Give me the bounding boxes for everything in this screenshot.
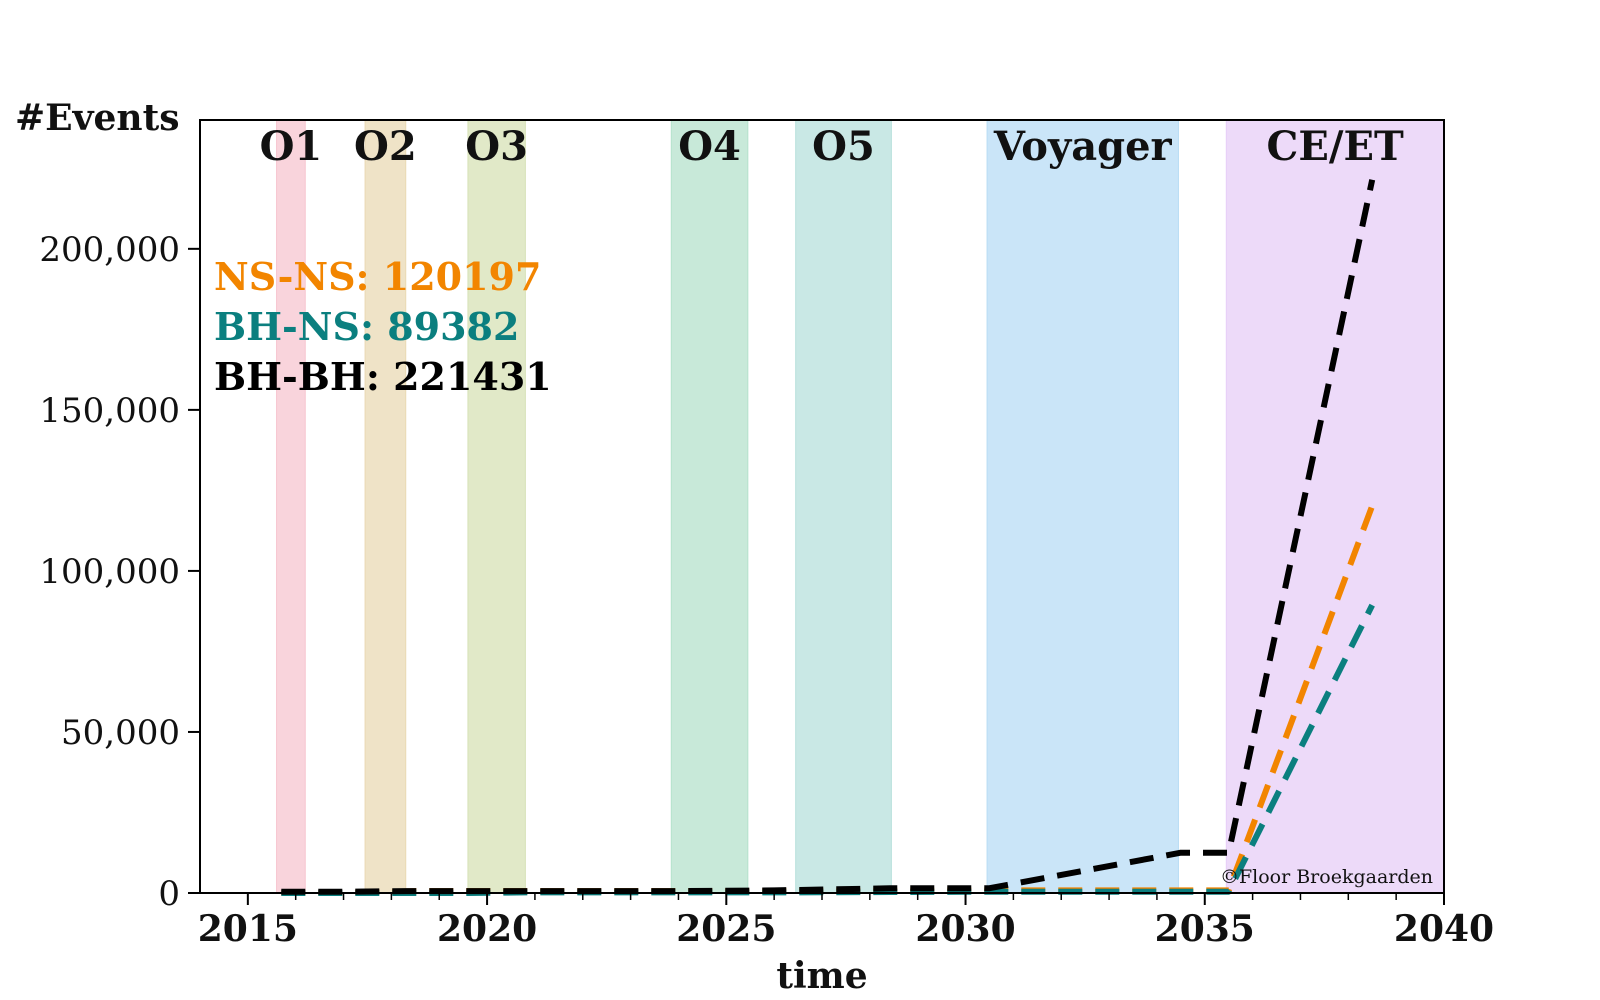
y-tick-label: 50,000 [61, 713, 180, 753]
x-tick-label: 2025 [676, 908, 776, 950]
total-label-bh-bh: BH-BH: 221431 [214, 354, 552, 399]
y-tick-label: 0 [158, 874, 180, 914]
band-o5 [795, 119, 892, 894]
run-label-o2: O2 [354, 123, 417, 170]
x-tick-label: 2015 [198, 908, 298, 950]
x-tick-label: 2020 [437, 908, 537, 950]
x-tick-label: 2040 [1394, 908, 1494, 950]
run-label-o1: O1 [260, 123, 323, 170]
series-lines [281, 179, 1376, 896]
run-label-o4: O4 [678, 123, 741, 170]
run-label-o3: O3 [465, 123, 528, 170]
band-o1 [276, 119, 306, 894]
x-tick-label: 2035 [1155, 908, 1255, 950]
run-labels: O1 O2 O3 O4 O5 Voyager CE/ET [260, 123, 1404, 170]
run-label-o5: O5 [812, 123, 875, 170]
y-tick-label: 200,000 [39, 230, 180, 270]
y-axis-label: #Events [15, 97, 180, 139]
x-axis-label: time [776, 955, 867, 997]
event-totals: NS-NS: 120197 BH-NS: 89382 BH-BH: 221431 [214, 254, 552, 399]
band-o2 [364, 119, 407, 894]
band-o3 [467, 119, 526, 894]
observing-run-bands [276, 119, 1445, 894]
x-tick-label: 2030 [915, 908, 1015, 950]
band-o4 [670, 119, 749, 894]
run-label-voyager: Voyager [993, 123, 1173, 170]
total-label-ns-ns: NS-NS: 120197 [214, 254, 541, 299]
axis-ticks: 2015 2020 2025 2030 2035 2040 0 50,000 100,000 15… [39, 230, 1494, 950]
run-label-ce-et: CE/ET [1267, 123, 1404, 170]
y-tick-label: 150,000 [39, 391, 180, 431]
total-label-bh-ns: BH-NS: 89382 [214, 304, 519, 349]
y-tick-label: 100,000 [39, 552, 180, 592]
band-ce-et [1225, 119, 1445, 894]
series-line-bh-bh [281, 179, 1376, 895]
band-voyager [986, 119, 1179, 894]
credit-label: ©Floor Broekgaarden [1220, 866, 1433, 888]
